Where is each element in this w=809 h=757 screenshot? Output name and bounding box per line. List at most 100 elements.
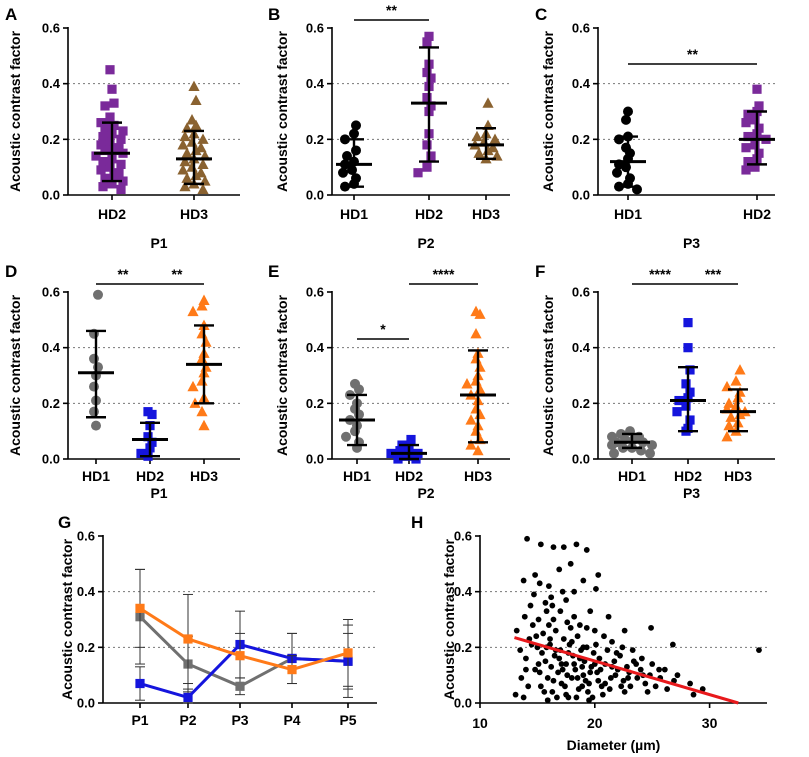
panel-title: P1 — [150, 485, 167, 501]
data-point — [470, 327, 482, 339]
data-point — [552, 627, 559, 634]
data-point — [100, 123, 110, 133]
data-point — [197, 133, 209, 144]
data-point — [537, 541, 544, 548]
data-point — [580, 644, 587, 651]
data-point — [114, 143, 124, 153]
data-point — [190, 94, 202, 105]
data-point — [683, 343, 693, 353]
x-tick-label: HD3 — [724, 468, 752, 484]
x-tick-label: HD2 — [743, 206, 771, 222]
data-point — [593, 641, 599, 648]
data-point — [634, 675, 641, 681]
data-point — [754, 101, 764, 111]
data-point — [181, 172, 193, 183]
data-point — [395, 446, 405, 456]
series-point — [235, 651, 245, 661]
data-point — [100, 173, 110, 183]
data-point — [547, 636, 553, 642]
x-tick-label: HD1 — [614, 206, 642, 222]
y-tick-label: 0.4 — [454, 584, 473, 599]
data-point — [604, 647, 611, 654]
data-point — [595, 677, 602, 684]
y-tick-label: 0.2 — [306, 396, 324, 411]
data-point — [532, 572, 539, 578]
data-point — [685, 387, 695, 397]
data-point — [652, 683, 659, 690]
y-tick-label: 0.2 — [42, 396, 60, 411]
data-point — [574, 675, 581, 681]
y-tick-label: 0.2 — [77, 640, 95, 655]
data-point — [580, 672, 587, 679]
y-tick-label: 0.0 — [306, 452, 324, 467]
y-tick-label: 0.2 — [572, 396, 590, 411]
x-tick-label: 20 — [587, 715, 603, 731]
data-point — [521, 613, 528, 620]
data-point — [579, 683, 586, 690]
data-point — [625, 675, 631, 681]
data-point — [623, 106, 633, 117]
data-point — [656, 666, 662, 673]
y-tick-label: 0.0 — [454, 696, 472, 711]
data-point — [422, 140, 432, 150]
data-point — [555, 669, 561, 676]
data-point — [554, 694, 560, 701]
panel-F: 0.0 0.2 0.4 0.6 Acoustic contrast factor F HD1… — [535, 262, 775, 501]
data-point — [559, 588, 566, 595]
x-axis-title: Diameter (µm) — [567, 737, 661, 753]
data-point — [568, 675, 575, 681]
data-point — [109, 145, 119, 156]
data-point — [687, 680, 693, 687]
data-point — [349, 128, 359, 139]
data-point — [517, 647, 524, 654]
data-point — [542, 599, 549, 606]
data-point — [576, 622, 583, 628]
data-point — [571, 588, 578, 595]
significance-label: ** — [687, 46, 698, 62]
data-point — [393, 454, 403, 464]
y-tick-label: 0.0 — [306, 188, 324, 203]
data-point — [96, 118, 106, 128]
data-point — [105, 112, 115, 122]
panel-D: 0.0 0.2 0.4 0.6 Acoustic contrast factor D HD1… — [5, 262, 240, 501]
data-point — [118, 126, 128, 136]
data-point — [550, 677, 557, 684]
data-point — [754, 148, 764, 158]
data-point — [596, 655, 603, 662]
data-point — [557, 608, 564, 615]
x-tick-label: HD3 — [190, 468, 218, 484]
data-point — [730, 375, 742, 386]
data-point — [752, 84, 762, 94]
data-point — [633, 661, 640, 667]
y-tick-label: 0.6 — [42, 21, 60, 36]
data-point — [177, 139, 189, 150]
data-point — [93, 362, 103, 373]
data-point — [422, 37, 432, 47]
x-tick-label: HD2 — [415, 206, 443, 222]
data-point — [190, 119, 202, 131]
data-point — [580, 577, 587, 584]
data-point — [402, 451, 412, 461]
data-point — [583, 624, 590, 631]
data-point — [582, 677, 589, 684]
data-point — [196, 300, 208, 311]
y-tick-label: 0.2 — [306, 132, 324, 147]
series-point — [343, 648, 353, 658]
data-point — [548, 594, 555, 601]
data-point — [564, 672, 571, 679]
data-point — [734, 386, 746, 397]
data-point — [354, 409, 364, 420]
data-point — [105, 162, 115, 172]
data-point — [550, 544, 557, 551]
data-point — [609, 448, 619, 459]
data-point — [535, 616, 542, 623]
data-point — [648, 624, 654, 631]
panel-letter: D — [5, 262, 17, 281]
data-point — [179, 180, 191, 192]
y-tick-label: 0.6 — [306, 285, 324, 300]
series-point — [235, 681, 245, 691]
data-point — [563, 691, 569, 698]
data-point — [116, 134, 126, 144]
y-tick-label: 0.4 — [42, 76, 61, 91]
data-point — [116, 159, 126, 169]
